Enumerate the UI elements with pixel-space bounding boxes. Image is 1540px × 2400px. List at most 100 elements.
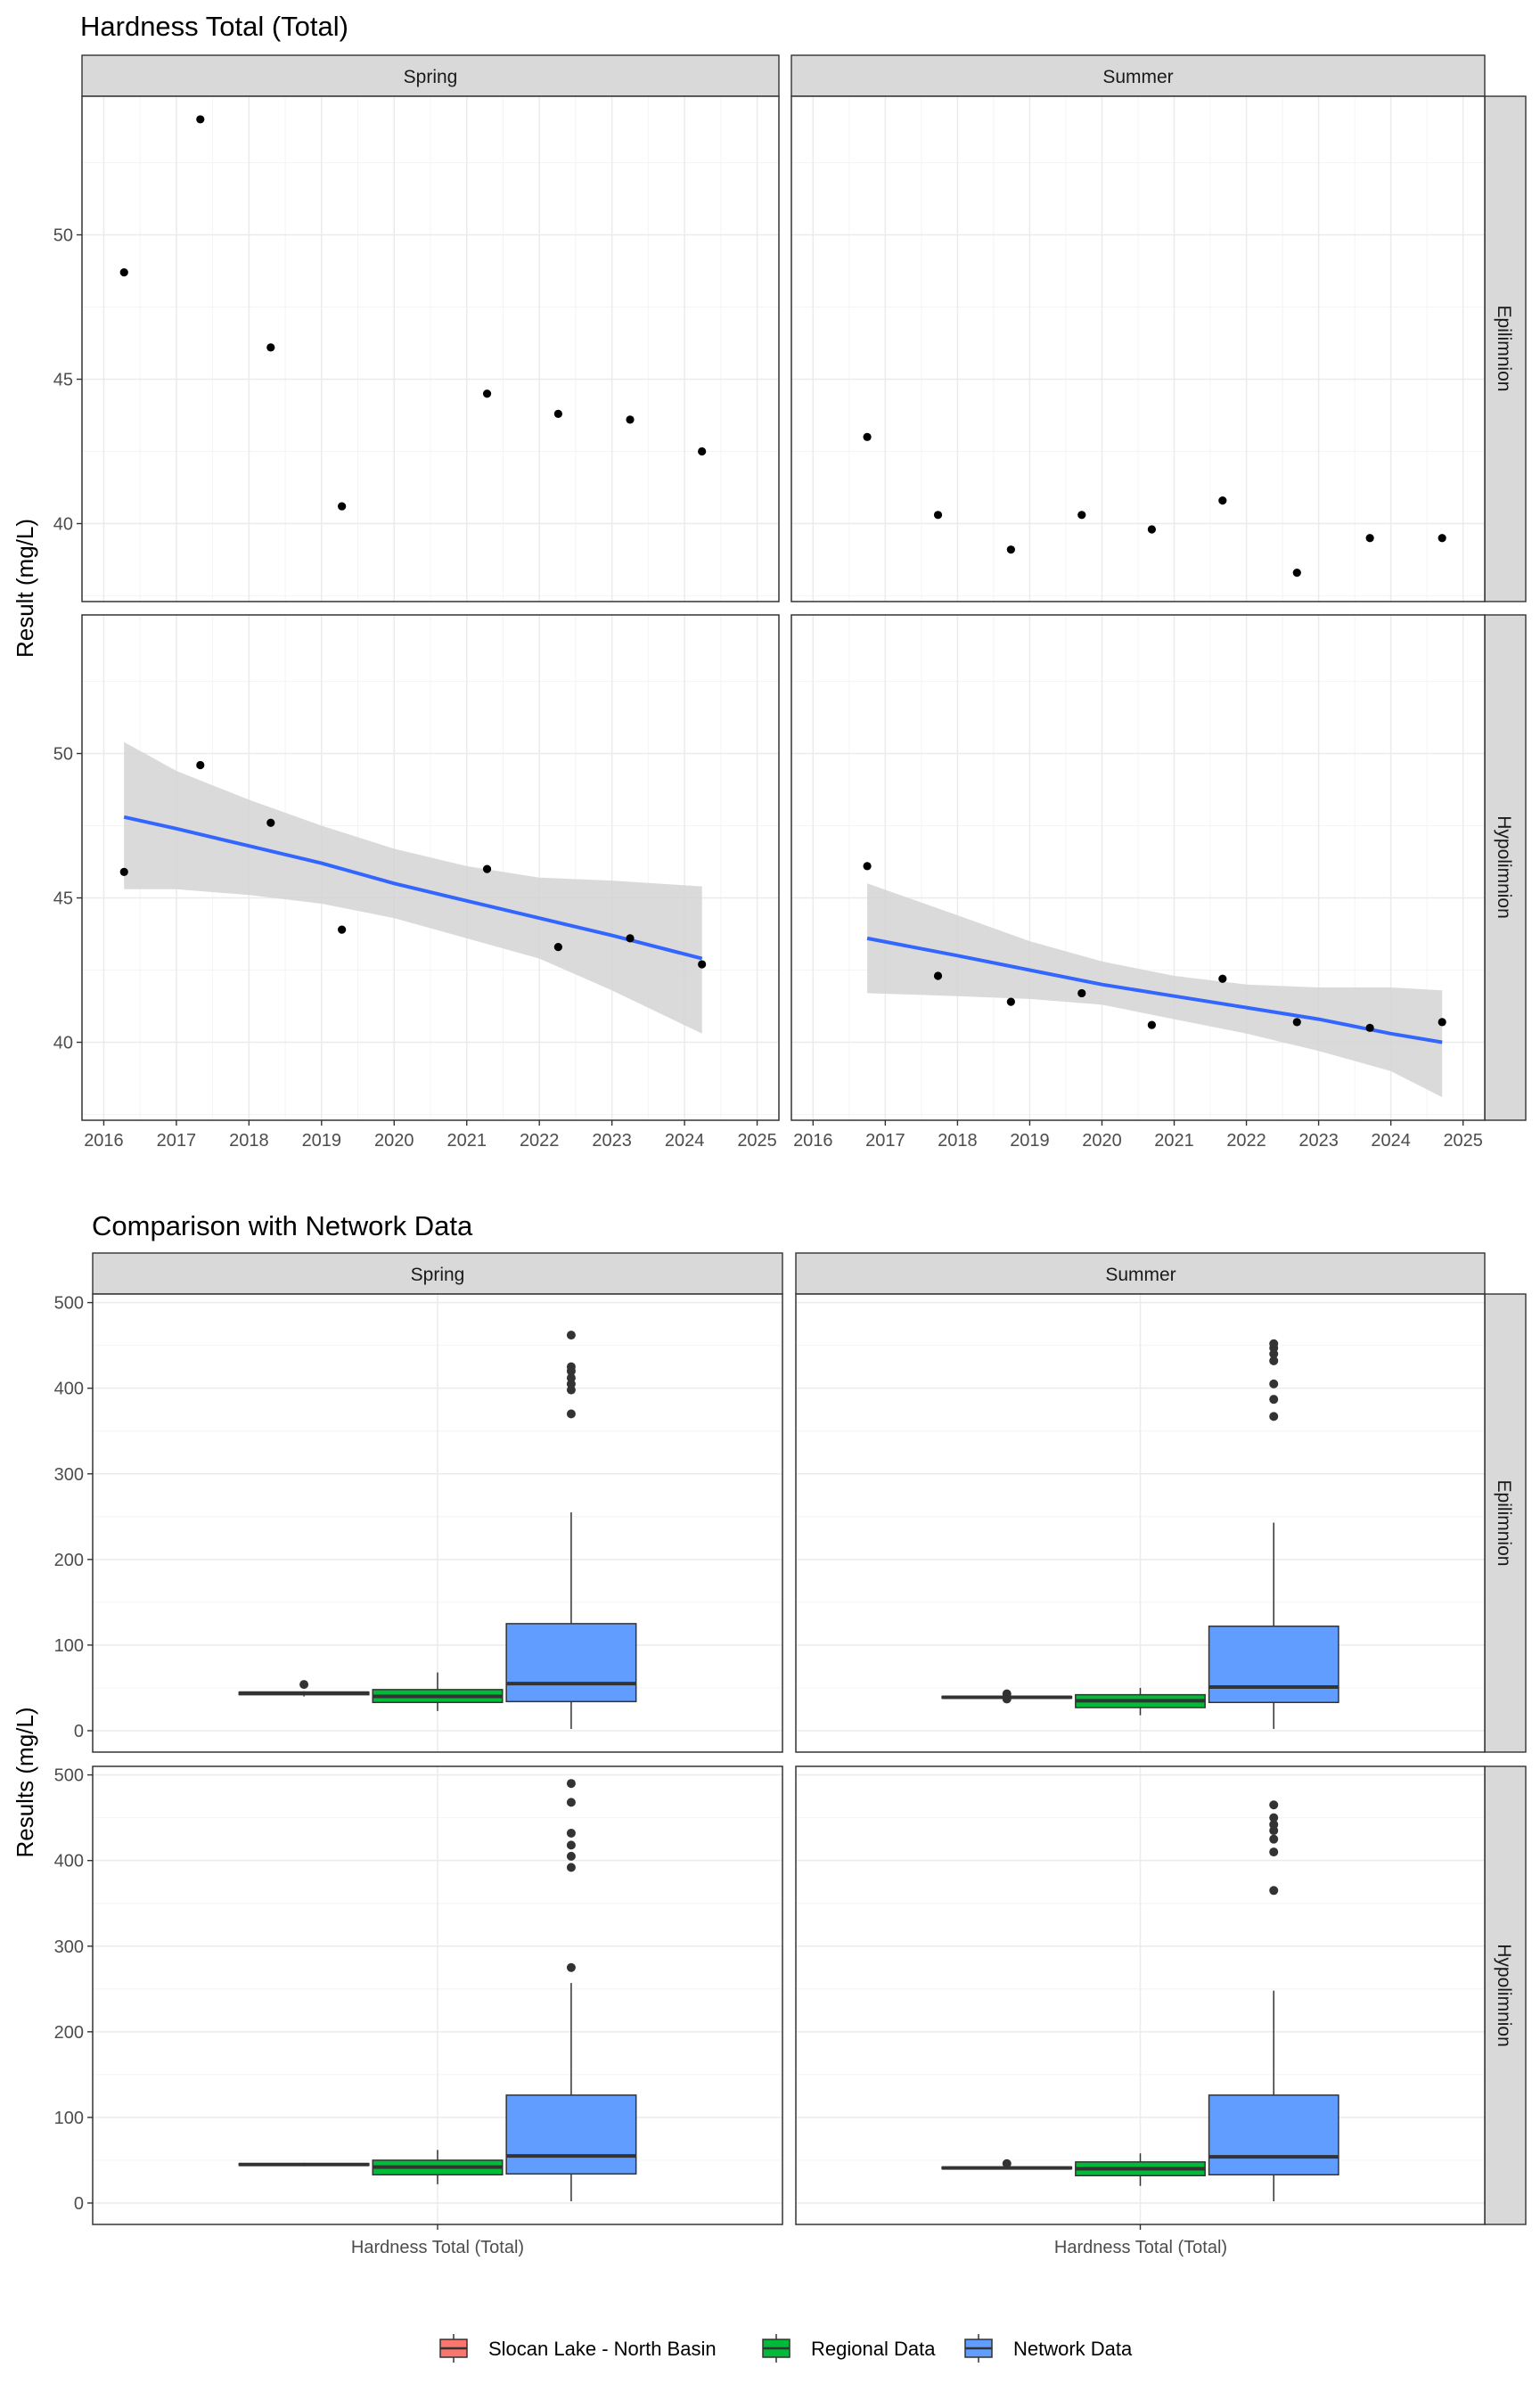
top-strip-spring-label: Spring xyxy=(404,67,458,87)
data-point xyxy=(1006,997,1015,1006)
data-point xyxy=(119,867,128,876)
top-strip-epilimnion-label: Epilimnion xyxy=(1494,306,1514,392)
outlier-point xyxy=(1269,1886,1279,1896)
x-tick-label: 2017 xyxy=(157,1131,197,1151)
panel-border xyxy=(790,614,1486,1121)
data-point xyxy=(266,818,275,827)
x-tick-label: 2019 xyxy=(302,1131,342,1151)
top-strip-summer-label: Summer xyxy=(1102,67,1173,87)
outlier-point xyxy=(566,1331,576,1340)
scatter-trend-panels: 40 45 50 40 45 50 2016 2017 2018 2019 2020 2021 2022… xyxy=(53,95,1486,1151)
confidence-ribbon xyxy=(867,883,1443,1098)
bottom-strip-hypolimnion-label: Hypolimnion xyxy=(1494,1944,1514,2047)
box-regional xyxy=(1075,1687,1206,1716)
panel-border xyxy=(790,95,1486,602)
data-point xyxy=(1365,1023,1374,1032)
data-point xyxy=(482,864,492,873)
data-point xyxy=(553,409,562,418)
data-point xyxy=(698,960,707,969)
outlier-point xyxy=(1269,1339,1279,1348)
panel-border xyxy=(795,1293,1486,1753)
bottom-x-category-label-summer: Hardness Total (Total) xyxy=(1054,2238,1227,2257)
legend-label-regional: Regional Data xyxy=(811,2338,936,2360)
bottom-strip-summer-label: Summer xyxy=(1105,1265,1175,1285)
outlier-point xyxy=(1269,1800,1279,1810)
box-slocan xyxy=(941,1689,1073,1704)
data-point xyxy=(698,446,707,456)
data-point xyxy=(553,943,562,952)
outlier-point xyxy=(566,1851,576,1861)
y-tick-label: 300 xyxy=(54,1937,84,1957)
outlier-point xyxy=(1269,1847,1279,1857)
outlier-point xyxy=(566,1863,576,1872)
box-regional xyxy=(372,2150,504,2184)
outlier-point xyxy=(1269,1813,1279,1823)
x-tick-label: 2018 xyxy=(938,1131,978,1151)
data-point xyxy=(1006,545,1015,554)
y-tick-label: 300 xyxy=(54,1465,84,1485)
bottom-strip-spring-label: Spring xyxy=(411,1265,465,1285)
top-strip-hypolimnion-label: Hypolimnion xyxy=(1494,815,1514,919)
x-tick-label: 2023 xyxy=(1298,1131,1339,1151)
y-tick-label: 50 xyxy=(53,226,73,246)
x-tick-label: 2022 xyxy=(1226,1131,1266,1151)
bottom-strip-epilimnion xyxy=(1484,1293,1527,1753)
data-point xyxy=(1292,1018,1301,1027)
y-tick-label: 200 xyxy=(54,1551,84,1570)
x-tick-label: 2021 xyxy=(446,1131,487,1151)
outlier-point xyxy=(1002,2158,1012,2168)
outlier-point xyxy=(1269,1834,1279,1844)
y-tick-label: 0 xyxy=(74,2194,84,2214)
x-tick-label: 2024 xyxy=(665,1131,705,1151)
top-strip-spring xyxy=(81,54,780,97)
outlier-point xyxy=(566,1828,576,1838)
y-tick-label: 400 xyxy=(54,1380,84,1399)
box-network xyxy=(505,1331,637,1730)
bottom-x-category-label-spring: Hardness Total (Total) xyxy=(351,2238,524,2257)
x-tick-label: 2020 xyxy=(374,1131,414,1151)
y-tick-label: 200 xyxy=(54,2023,84,2043)
data-point xyxy=(1077,511,1086,520)
box-slocan xyxy=(238,2162,370,2167)
scatter-panel-summer-hypolimnion: 2016 2017 2018 2019 2020 2021 2022 2023 2024 2025 xyxy=(790,614,1486,1151)
y-tick-label: 50 xyxy=(53,745,73,765)
y-tick-label: 45 xyxy=(53,889,73,909)
data-point xyxy=(933,971,943,980)
outlier-point xyxy=(566,1779,576,1789)
bottom-strip-epilimnion-label: Epilimnion xyxy=(1494,1480,1514,1567)
box-regional xyxy=(372,1672,504,1711)
box-network xyxy=(1208,1800,1339,2202)
x-tick-label: 2022 xyxy=(520,1131,560,1151)
y-tick-label: 40 xyxy=(53,515,73,535)
box-network xyxy=(1208,1339,1339,1730)
x-tick-label: 2017 xyxy=(865,1131,905,1151)
legend-item-network: Network Data xyxy=(964,2334,1133,2363)
x-tick-label: 2016 xyxy=(793,1131,833,1151)
panel-border xyxy=(81,95,780,602)
outlier-point xyxy=(1269,1356,1279,1365)
outlier-point xyxy=(1269,1395,1279,1405)
box-panel-summer-hypolimnion xyxy=(795,1765,1486,2230)
data-point xyxy=(863,432,872,441)
y-tick-label: 500 xyxy=(54,1294,84,1314)
box-body xyxy=(1208,2094,1339,2176)
trend-line xyxy=(123,815,703,961)
data-point xyxy=(1147,1020,1156,1029)
outlier-point xyxy=(299,1680,309,1690)
panel-border xyxy=(92,1293,783,1753)
x-tick-label: 2020 xyxy=(1082,1131,1122,1151)
legend-item-slocan: Slocan Lake - North Basin xyxy=(439,2334,717,2363)
bottom-chart-title: Comparison with Network Data xyxy=(92,1210,473,1241)
y-tick-label: 400 xyxy=(54,1852,84,1872)
box-panel-spring-epilimnion: 0 100 200 300 400 500 xyxy=(54,1293,783,1753)
x-tick-label: 2016 xyxy=(84,1131,124,1151)
y-tick-label: 40 xyxy=(53,1034,73,1053)
x-tick-label: 2019 xyxy=(1010,1131,1050,1151)
data-point xyxy=(482,389,492,398)
data-point xyxy=(266,343,275,352)
outlier-point xyxy=(1269,1379,1279,1388)
outlier-point xyxy=(566,1798,576,1807)
box-panel-spring-hypolimnion: 0 100 200 300 400 500 xyxy=(54,1765,783,2230)
boxplot-panels: 0 100 200 300 400 500 0 100 200 300 400 500 xyxy=(54,1293,1486,2230)
